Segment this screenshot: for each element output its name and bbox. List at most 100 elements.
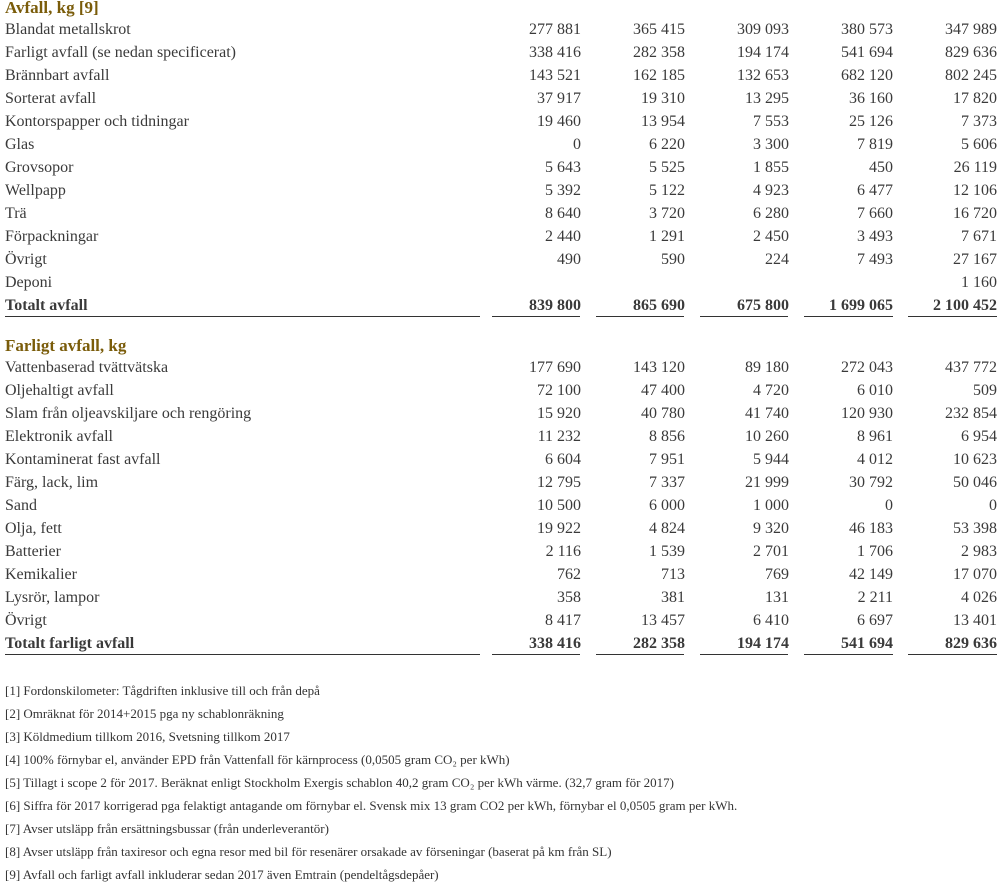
row-value: 2 440: [545, 228, 581, 245]
row-value: 6 010: [857, 382, 893, 399]
total-underline: [492, 316, 580, 317]
row-value: 10 623: [953, 451, 997, 468]
row-value: 3 300: [753, 136, 789, 153]
row-label: Trä: [5, 205, 27, 222]
row-value: 338 416: [529, 44, 581, 61]
total-underline: [596, 654, 684, 655]
row-value: 27 167: [953, 251, 997, 268]
table-row: Slam från oljeavskiljare och rengöring 15…: [0, 402, 1000, 425]
row-value: 2 116: [545, 543, 581, 560]
total-row: Totalt avfall 839 800 865 690 675 800 1 699 …: [0, 294, 1000, 317]
table-row: Elektronik avfall 11 232 8 856 10 260 8 961 6…: [0, 425, 1000, 448]
row-value: 15 920: [537, 405, 581, 422]
total-underline: [596, 316, 684, 317]
row-value: 3 720: [649, 205, 685, 222]
row-value: 5 606: [961, 136, 997, 153]
row-value: 16 720: [953, 205, 997, 222]
row-value: 194 174: [737, 635, 789, 652]
row-value: 865 690: [633, 297, 685, 314]
row-value: 1 539: [649, 543, 685, 560]
row-value: 0: [573, 136, 581, 153]
row-value: 277 881: [529, 21, 581, 38]
row-value: 19 460: [537, 113, 581, 130]
row-value: 365 415: [633, 21, 685, 38]
row-value: 358: [557, 589, 581, 606]
row-value: 682 120: [841, 67, 893, 84]
row-value: 72 100: [537, 382, 581, 399]
row-value: 8 856: [649, 428, 685, 445]
row-value: 6 954: [961, 428, 997, 445]
row-label: Grovsopor: [5, 159, 74, 176]
row-value: 541 694: [841, 635, 893, 652]
table-row: Förpackningar 2 440 1 291 2 450 3 493 7 671: [0, 225, 1000, 248]
row-value: 762: [557, 566, 581, 583]
total-underline: [5, 316, 480, 317]
row-value: 8 961: [857, 428, 893, 445]
row-label: Wellpapp: [5, 182, 66, 199]
row-value: 132 653: [737, 67, 789, 84]
table-row: Vattenbaserad tvättvätska 177 690 143 120 8…: [0, 356, 1000, 379]
table-row: Farligt avfall (se nedan specificerat) 33…: [0, 41, 1000, 64]
row-value: 6 410: [753, 612, 789, 629]
row-value: 3 493: [857, 228, 893, 245]
row-label: Slam från oljeavskiljare och rengöring: [5, 405, 252, 422]
row-value: 12 106: [953, 182, 997, 199]
row-value: 6 280: [753, 205, 789, 222]
row-value: 13 954: [641, 113, 685, 130]
row-value: 490: [557, 251, 581, 268]
table-row: Sand 10 500 6 000 1 000 0 0: [0, 494, 1000, 517]
footnote: [5] Tillagt i scope 2 för 2017. Beräknat…: [5, 775, 674, 790]
total-row: Totalt farligt avfall 338 416 282 358 194 1…: [0, 632, 1000, 655]
row-value: 309 093: [737, 21, 789, 38]
row-value: 143 521: [529, 67, 581, 84]
row-value: 17 820: [953, 90, 997, 107]
row-value: 7 819: [857, 136, 893, 153]
row-value: 0: [885, 497, 893, 514]
row-label: Elektronik avfall: [5, 428, 113, 445]
row-value: 37 917: [537, 90, 581, 107]
row-value: 13 295: [745, 90, 789, 107]
row-value: 1 291: [649, 228, 685, 245]
total-underline: [492, 654, 580, 655]
row-value: 10 260: [745, 428, 789, 445]
row-value: 829 636: [945, 44, 997, 61]
total-underline: [700, 654, 788, 655]
row-value: 7 660: [857, 205, 893, 222]
table-row: Lysrör, lampor 358 381 131 2 211 4 026: [0, 586, 1000, 609]
row-value: 7 951: [649, 451, 685, 468]
row-value: 53 398: [953, 520, 997, 537]
row-value: 13 401: [953, 612, 997, 629]
row-value: 17 070: [953, 566, 997, 583]
row-value: 272 043: [841, 359, 893, 376]
table-row: Oljehaltigt avfall 72 100 47 400 4 720 6 010…: [0, 379, 1000, 402]
row-value: 4 824: [649, 520, 685, 537]
row-value: 11 232: [537, 428, 581, 445]
row-value: 4 026: [961, 589, 997, 606]
row-value: 713: [661, 566, 685, 583]
table-row: Blandat metallskrot 277 881 365 415 309 093…: [0, 18, 1000, 41]
total-underline: [700, 316, 788, 317]
table-row: Batterier 2 116 1 539 2 701 1 706 2 983: [0, 540, 1000, 563]
footnote: [2] Omräknat för 2014+2015 pga ny schabl…: [5, 706, 284, 721]
table-row: Deponi 1 160: [0, 271, 1000, 294]
row-value: 7 493: [857, 251, 893, 268]
row-value: 839 800: [529, 297, 581, 314]
row-value: 177 690: [529, 359, 581, 376]
table-row: Övrigt 8 417 13 457 6 410 6 697 13 401: [0, 609, 1000, 632]
hazardous-section-title: Farligt avfall, kg: [5, 336, 127, 355]
row-value: 2 211: [857, 589, 893, 606]
row-value: 5 525: [649, 159, 685, 176]
row-value: 0: [989, 497, 997, 514]
row-value: 381: [661, 589, 685, 606]
row-value: 5 643: [545, 159, 581, 176]
total-underline: [804, 316, 893, 317]
footnote: [8] Avser utsläpp från taxiresor och egn…: [5, 844, 612, 859]
row-value: 26 119: [953, 159, 997, 176]
waste-section-title: Avfall, kg [9]: [5, 0, 99, 17]
row-value: 143 120: [633, 359, 685, 376]
row-value: 5 122: [649, 182, 685, 199]
row-value: 541 694: [841, 44, 893, 61]
row-value: 829 636: [945, 635, 997, 652]
row-value: 162 185: [633, 67, 685, 84]
row-value: 89 180: [745, 359, 789, 376]
